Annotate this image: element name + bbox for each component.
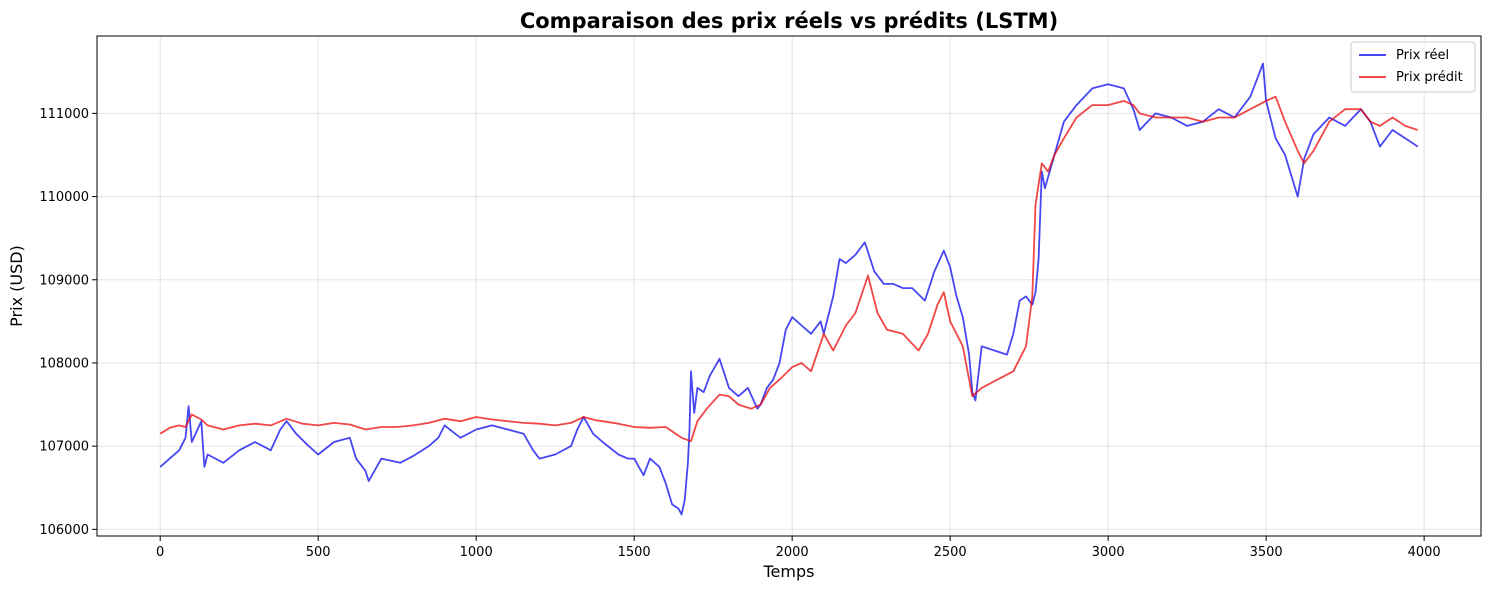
chart-title: Comparaison des prix réels vs prédits (L… xyxy=(520,9,1058,33)
x-axis: 0 500 1000 1500 2000 2500 3000 3500 4000 xyxy=(156,536,1441,560)
y-tick-label: 106000 xyxy=(39,523,89,538)
y-axis: 106000 107000 108000 109000 110000 111000 xyxy=(39,107,97,538)
x-tick-label: 500 xyxy=(306,545,331,560)
y-tick-label: 107000 xyxy=(39,440,89,455)
x-tick-label: 1500 xyxy=(618,545,651,560)
x-tick-label: 2000 xyxy=(776,545,809,560)
y-axis-label: Prix (USD) xyxy=(7,245,26,327)
legend-label-predicted: Prix prédit xyxy=(1396,70,1463,85)
x-axis-label: Temps xyxy=(763,562,815,581)
y-tick-label: 111000 xyxy=(39,107,89,122)
grid xyxy=(97,36,1481,536)
y-tick-label: 109000 xyxy=(39,273,89,288)
series-line-real xyxy=(159,62,1419,516)
series-layer xyxy=(159,62,1419,516)
x-tick-label: 3000 xyxy=(1092,545,1125,560)
plot-frame xyxy=(96,35,1482,537)
legend: Prix réel Prix prédit xyxy=(1350,41,1476,93)
legend-label-real: Prix réel xyxy=(1396,48,1449,63)
x-tick-label: 1000 xyxy=(460,545,493,560)
x-tick-label: 4000 xyxy=(1408,545,1441,560)
x-tick-label: 2500 xyxy=(934,545,967,560)
series-line-predicted xyxy=(159,95,1419,443)
x-tick-label: 3500 xyxy=(1250,545,1283,560)
x-tick-label: 0 xyxy=(156,545,164,560)
y-tick-label: 110000 xyxy=(39,190,89,205)
y-tick-label: 108000 xyxy=(39,356,89,371)
